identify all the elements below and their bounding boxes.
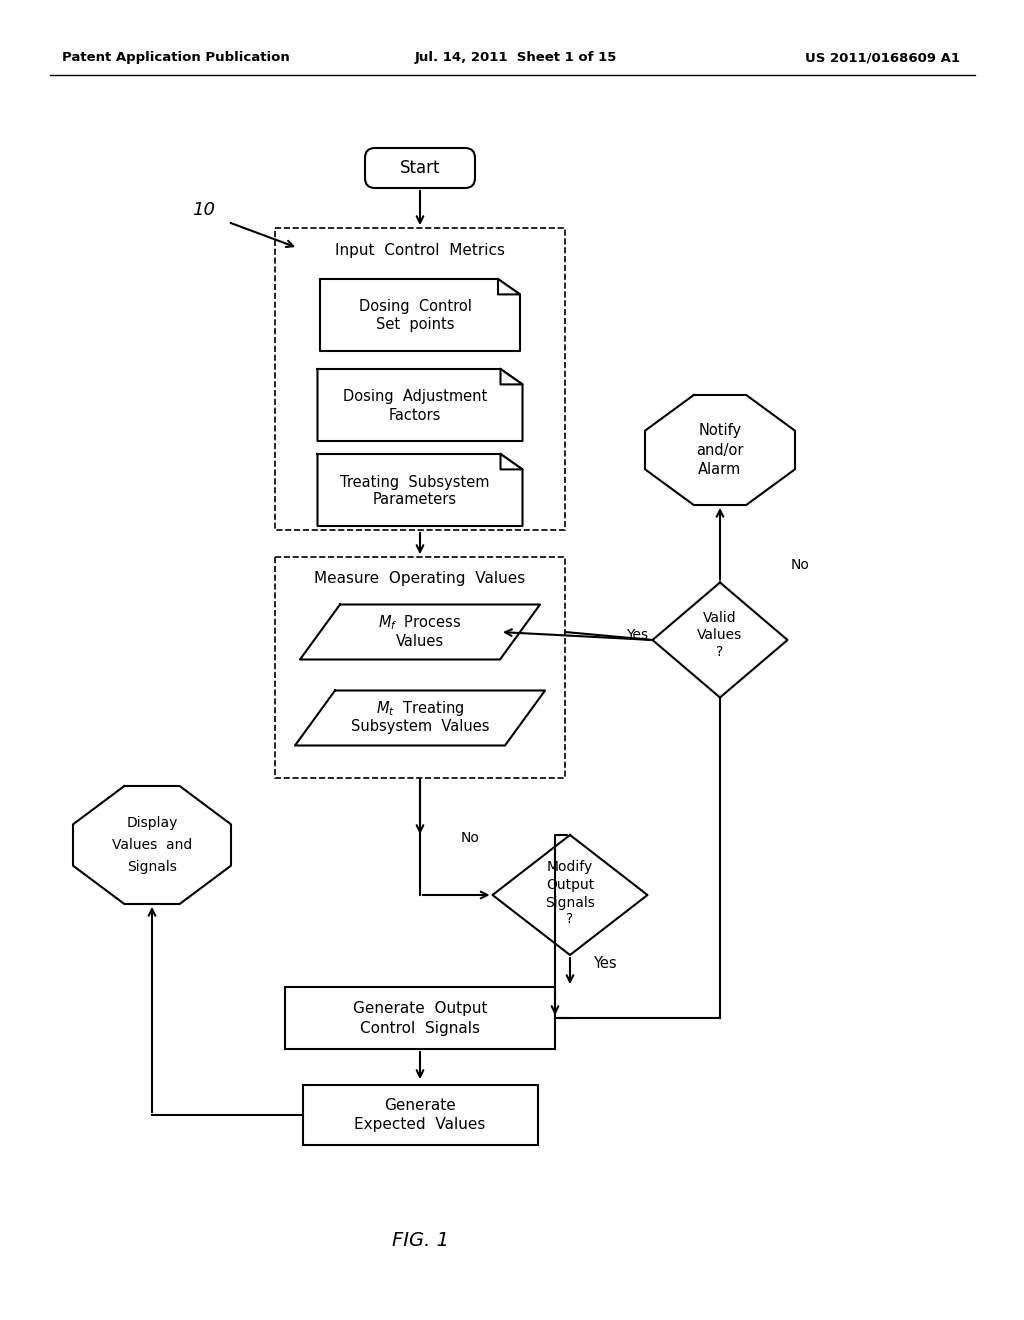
Polygon shape xyxy=(295,690,545,746)
Bar xyxy=(275,228,565,531)
Polygon shape xyxy=(501,454,522,470)
Text: US 2011/0168609 A1: US 2011/0168609 A1 xyxy=(805,51,961,65)
Text: Jul. 14, 2011  Sheet 1 of 15: Jul. 14, 2011 Sheet 1 of 15 xyxy=(415,51,617,65)
Text: Values: Values xyxy=(697,628,742,642)
Text: Treating  Subsystem: Treating Subsystem xyxy=(340,474,489,490)
Polygon shape xyxy=(652,582,787,697)
Polygon shape xyxy=(317,370,522,441)
Text: ?: ? xyxy=(717,645,724,659)
Text: Patent Application Publication: Patent Application Publication xyxy=(62,51,290,65)
Text: 10: 10 xyxy=(193,201,215,219)
Text: and/or: and/or xyxy=(696,442,743,458)
Text: Input  Control  Metrics: Input Control Metrics xyxy=(335,243,505,257)
Text: Set  points: Set points xyxy=(376,318,455,333)
Text: Subsystem  Values: Subsystem Values xyxy=(351,719,489,734)
Text: Yes: Yes xyxy=(593,956,616,970)
Polygon shape xyxy=(73,785,231,904)
Text: Factors: Factors xyxy=(389,408,441,422)
Bar xyxy=(302,1085,538,1144)
Polygon shape xyxy=(498,279,520,294)
Polygon shape xyxy=(300,605,540,660)
FancyBboxPatch shape xyxy=(365,148,475,187)
Text: Generate  Output: Generate Output xyxy=(352,1001,487,1015)
Polygon shape xyxy=(317,454,522,525)
Bar xyxy=(285,987,555,1049)
Text: Dosing  Adjustment: Dosing Adjustment xyxy=(343,389,487,404)
Text: FIG. 1: FIG. 1 xyxy=(391,1230,449,1250)
Polygon shape xyxy=(493,836,647,954)
Text: Values  and: Values and xyxy=(112,838,193,851)
Text: Generate: Generate xyxy=(384,1097,456,1113)
Text: Output: Output xyxy=(546,878,594,892)
Text: $M_f$  Process: $M_f$ Process xyxy=(378,614,462,632)
Text: Expected  Values: Expected Values xyxy=(354,1118,485,1133)
Text: Alarm: Alarm xyxy=(698,462,741,478)
Text: Control  Signals: Control Signals xyxy=(360,1020,480,1035)
Text: Parameters: Parameters xyxy=(373,492,457,507)
Text: No: No xyxy=(461,832,479,845)
Polygon shape xyxy=(645,395,795,506)
Bar xyxy=(275,557,565,777)
Text: Yes: Yes xyxy=(626,628,648,642)
Text: No: No xyxy=(791,558,809,572)
Text: Modify: Modify xyxy=(547,861,593,874)
Text: Values: Values xyxy=(396,634,444,648)
Text: Start: Start xyxy=(399,158,440,177)
Text: $M_t$  Treating: $M_t$ Treating xyxy=(376,700,464,718)
Text: Signals: Signals xyxy=(545,896,595,909)
Text: Measure  Operating  Values: Measure Operating Values xyxy=(314,572,525,586)
Text: ?: ? xyxy=(566,912,573,927)
Text: Display: Display xyxy=(126,816,178,830)
Text: Dosing  Control: Dosing Control xyxy=(358,300,471,314)
Polygon shape xyxy=(319,279,520,351)
Polygon shape xyxy=(501,370,522,384)
Text: Valid: Valid xyxy=(703,611,737,624)
Text: Signals: Signals xyxy=(127,861,177,874)
Text: Notify: Notify xyxy=(698,422,741,437)
